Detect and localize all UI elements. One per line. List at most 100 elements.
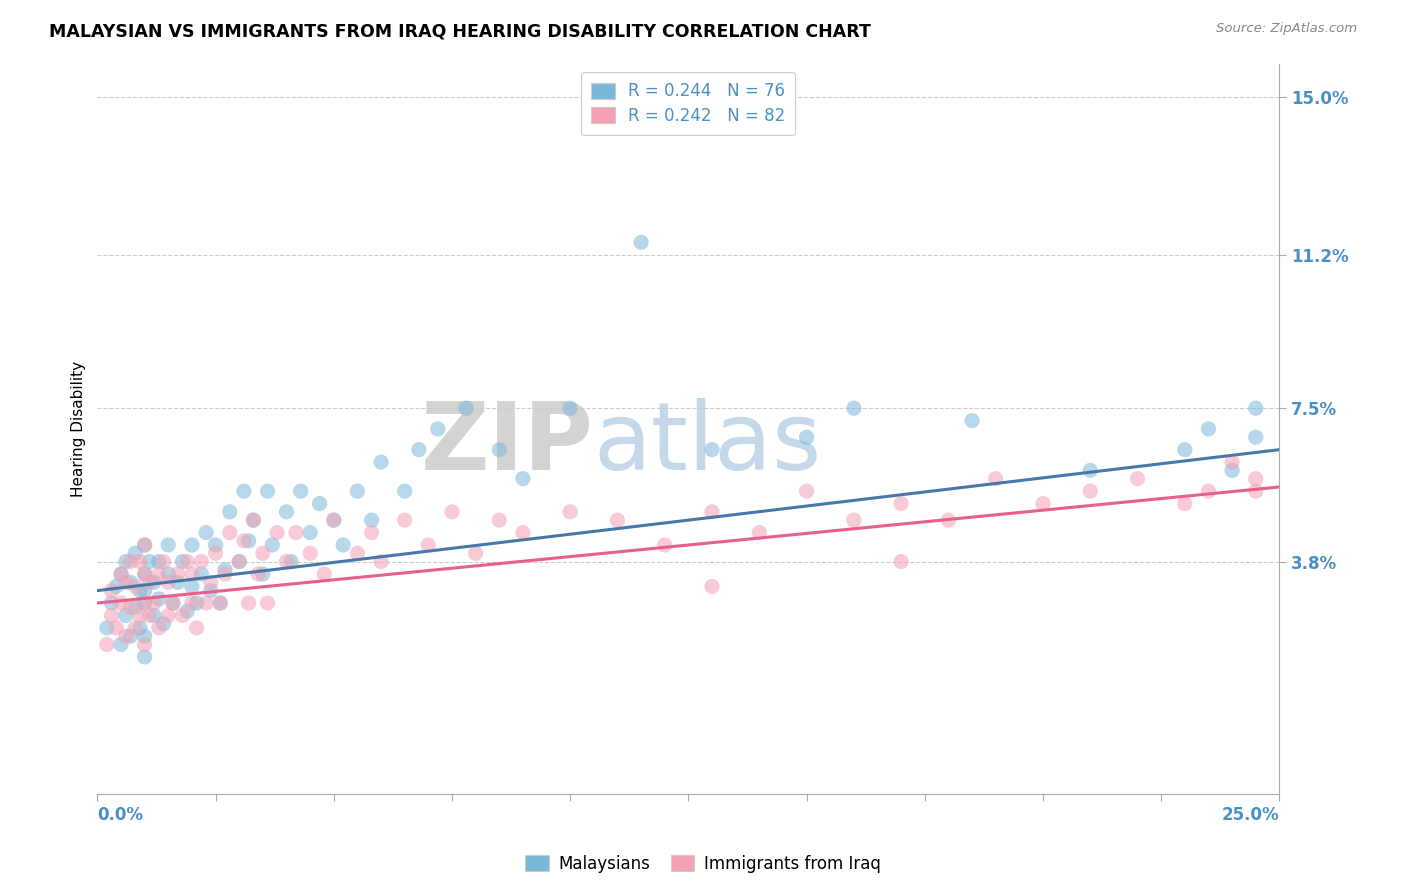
Point — [308, 497, 330, 511]
Text: 0.0%: 0.0% — [97, 806, 143, 824]
Point — [134, 629, 156, 643]
Point — [266, 525, 288, 540]
Point — [148, 567, 170, 582]
Point — [209, 596, 232, 610]
Point — [314, 567, 336, 582]
Point — [114, 575, 136, 590]
Point — [204, 538, 226, 552]
Point — [176, 604, 198, 618]
Point — [1244, 430, 1267, 444]
Point — [464, 546, 486, 560]
Point — [426, 422, 449, 436]
Point — [1032, 497, 1054, 511]
Point — [232, 484, 254, 499]
Point — [346, 546, 368, 560]
Point — [276, 555, 298, 569]
Point — [560, 505, 582, 519]
Point — [360, 525, 382, 540]
Point — [218, 525, 240, 540]
Point — [105, 621, 128, 635]
Point — [143, 596, 166, 610]
Point — [138, 608, 160, 623]
Point — [200, 583, 222, 598]
Point — [960, 414, 983, 428]
Point — [1078, 463, 1101, 477]
Point — [138, 555, 160, 569]
Point — [890, 555, 912, 569]
Point — [842, 513, 865, 527]
Point — [228, 555, 250, 569]
Point — [180, 538, 202, 552]
Point — [176, 555, 198, 569]
Point — [152, 616, 174, 631]
Point — [606, 513, 628, 527]
Point — [100, 608, 122, 623]
Point — [129, 621, 152, 635]
Text: MALAYSIAN VS IMMIGRANTS FROM IRAQ HEARING DISABILITY CORRELATION CHART: MALAYSIAN VS IMMIGRANTS FROM IRAQ HEARIN… — [49, 22, 872, 40]
Point — [105, 579, 128, 593]
Point — [204, 546, 226, 560]
Point — [124, 600, 146, 615]
Point — [134, 567, 156, 582]
Point — [242, 513, 264, 527]
Point — [120, 600, 142, 615]
Point — [180, 567, 202, 582]
Point — [96, 638, 118, 652]
Point — [332, 538, 354, 552]
Point — [322, 513, 344, 527]
Point — [162, 596, 184, 610]
Point — [890, 497, 912, 511]
Point — [172, 555, 194, 569]
Point — [394, 513, 416, 527]
Point — [322, 513, 344, 527]
Point — [228, 555, 250, 569]
Point — [100, 596, 122, 610]
Point — [984, 472, 1007, 486]
Point — [209, 596, 232, 610]
Text: atlas: atlas — [593, 398, 823, 490]
Text: 25.0%: 25.0% — [1222, 806, 1279, 824]
Point — [129, 583, 152, 598]
Point — [276, 505, 298, 519]
Point — [1078, 484, 1101, 499]
Point — [148, 555, 170, 569]
Point — [256, 484, 278, 499]
Point — [129, 555, 152, 569]
Point — [157, 575, 180, 590]
Point — [134, 649, 156, 664]
Legend: Malaysians, Immigrants from Iraq: Malaysians, Immigrants from Iraq — [519, 848, 887, 880]
Point — [157, 608, 180, 623]
Point — [166, 575, 188, 590]
Point — [152, 555, 174, 569]
Point — [1244, 484, 1267, 499]
Point — [157, 538, 180, 552]
Point — [134, 596, 156, 610]
Legend: R = 0.244   N = 76, R = 0.242   N = 82: R = 0.244 N = 76, R = 0.242 N = 82 — [582, 72, 796, 135]
Point — [370, 455, 392, 469]
Point — [120, 575, 142, 590]
Point — [96, 621, 118, 635]
Point — [110, 567, 132, 582]
Point — [796, 430, 818, 444]
Point — [238, 596, 260, 610]
Point — [394, 484, 416, 499]
Point — [148, 621, 170, 635]
Point — [232, 533, 254, 548]
Point — [172, 608, 194, 623]
Point — [796, 484, 818, 499]
Point — [1198, 422, 1220, 436]
Point — [195, 596, 218, 610]
Point — [488, 513, 510, 527]
Point — [186, 596, 208, 610]
Point — [134, 638, 156, 652]
Y-axis label: Hearing Disability: Hearing Disability — [72, 361, 86, 497]
Point — [157, 567, 180, 582]
Point — [262, 538, 284, 552]
Point — [242, 513, 264, 527]
Point — [938, 513, 960, 527]
Point — [1174, 442, 1197, 457]
Text: ZIP: ZIP — [420, 398, 593, 490]
Point — [214, 563, 236, 577]
Point — [284, 525, 307, 540]
Point — [143, 608, 166, 623]
